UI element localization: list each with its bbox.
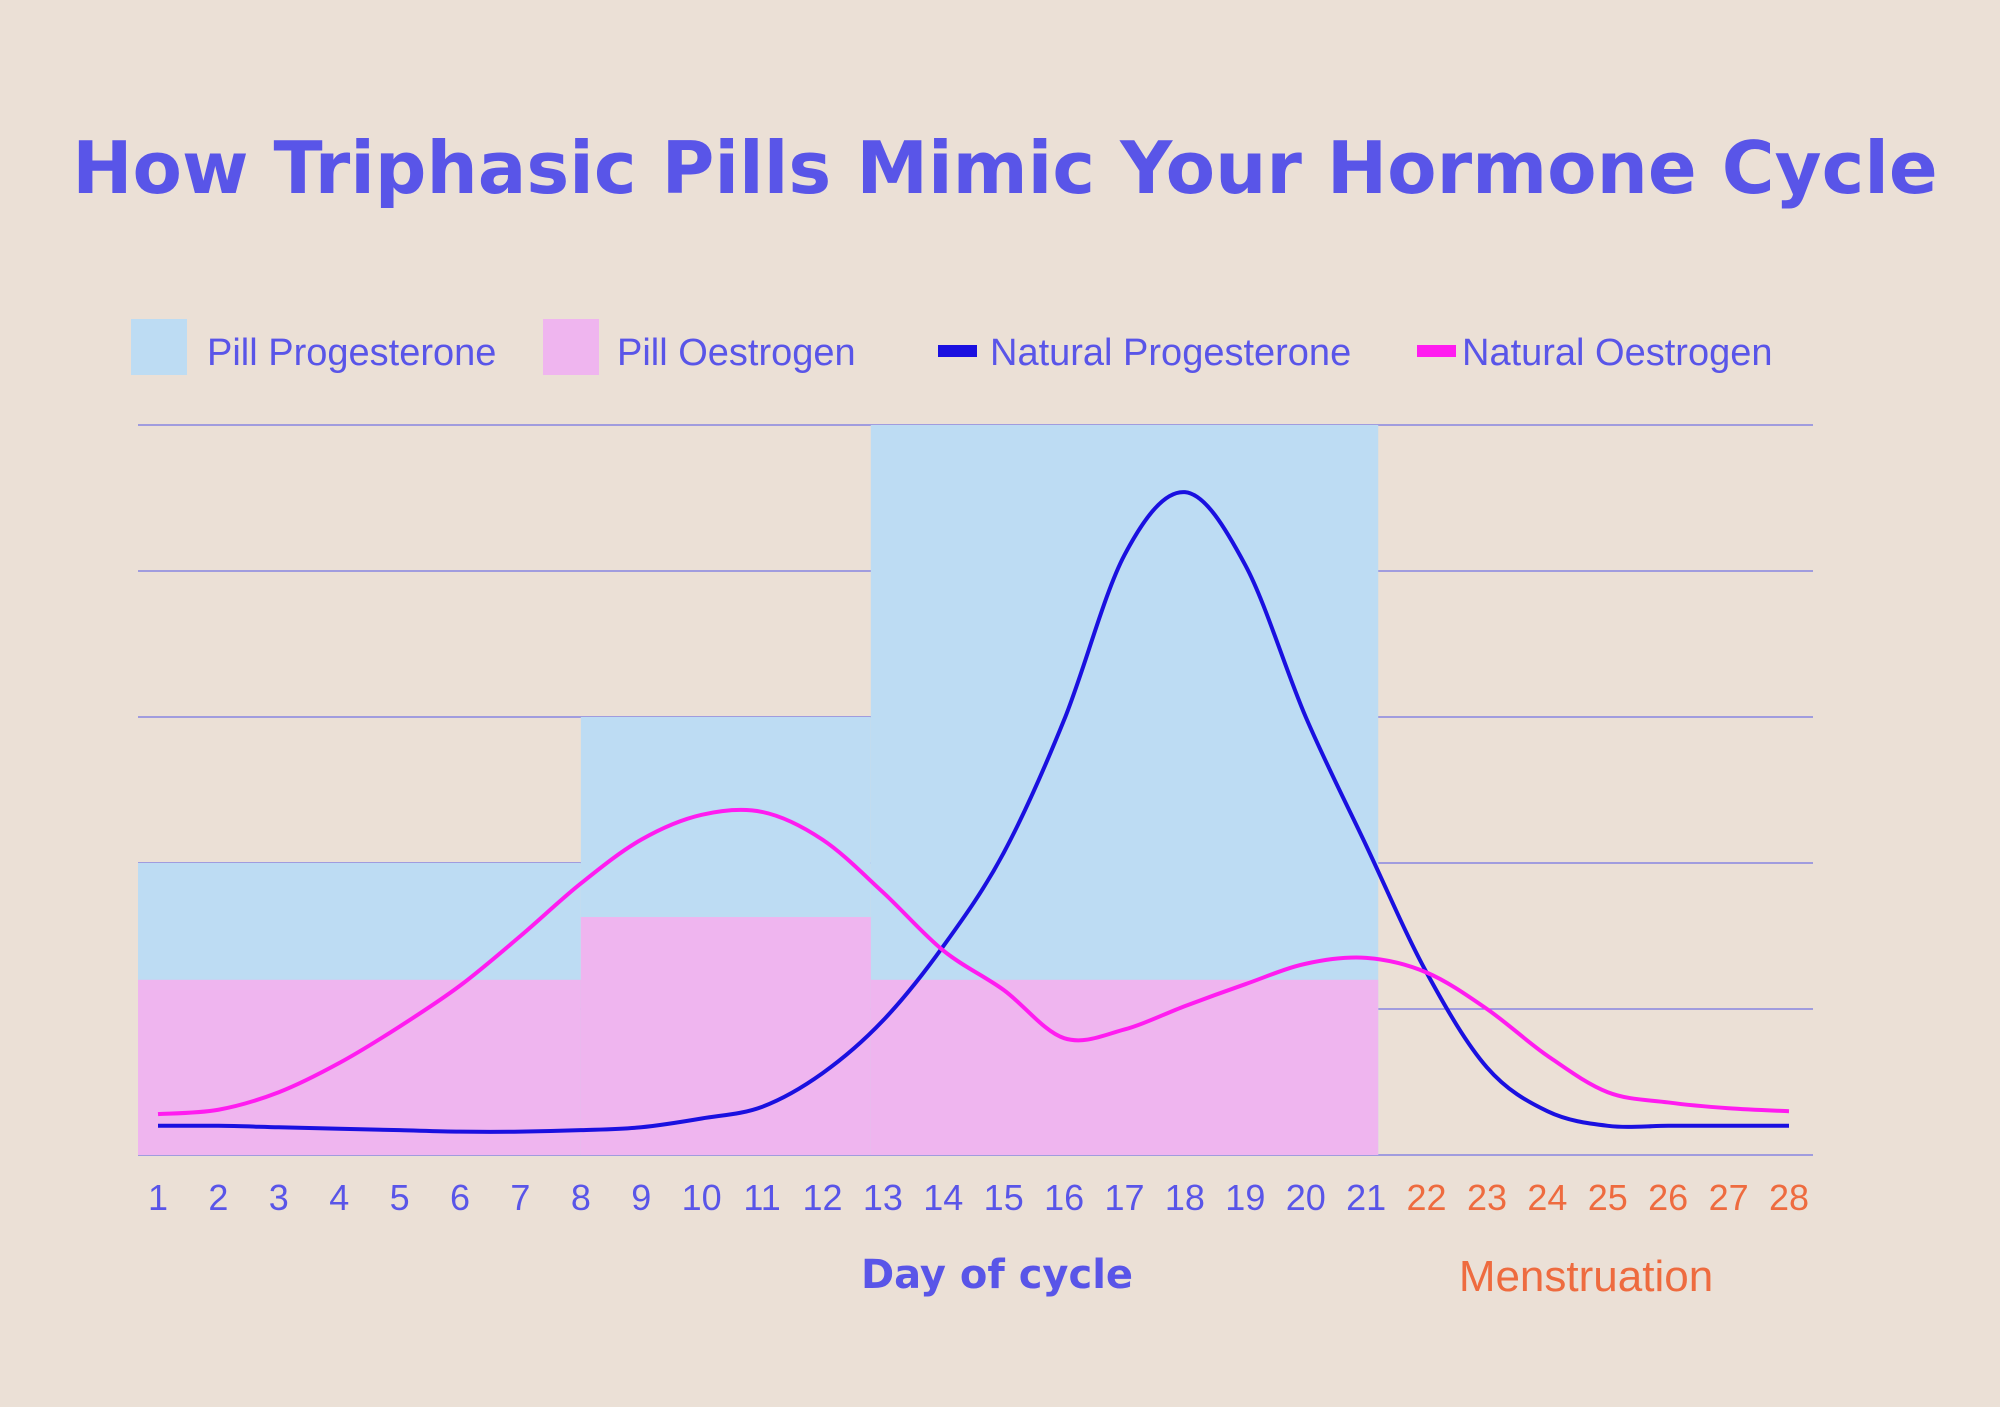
legend: Pill Progesterone Pill Oestrogen Natural P… xyxy=(131,319,1773,375)
pill-blocks xyxy=(138,425,1379,1155)
natural-progesterone-line xyxy=(157,490,1789,1134)
x-tick-label: 19 xyxy=(1225,1177,1265,1218)
x-tick-label: 16 xyxy=(1044,1177,1084,1218)
x-tick-label: 5 xyxy=(390,1177,410,1218)
legend-item-natural-oestrogen: Natural Oestrogen xyxy=(1417,332,1773,374)
x-tick-label: 4 xyxy=(329,1177,349,1218)
legend-label: Pill Progesterone xyxy=(207,332,496,374)
x-axis-label: Day of cycle xyxy=(861,1252,1133,1298)
x-tick-label: 2 xyxy=(208,1177,228,1218)
legend-label: Pill Oestrogen xyxy=(617,332,856,374)
chart-title: How Triphasic Pills Mimic Your Hormone C… xyxy=(72,126,1938,210)
x-tick-label: 27 xyxy=(1709,1177,1749,1218)
legend-label: Natural Progesterone xyxy=(990,332,1351,374)
x-tick-label: 24 xyxy=(1527,1177,1567,1218)
x-tick-label: 23 xyxy=(1467,1177,1507,1218)
x-tick-label: 13 xyxy=(863,1177,903,1218)
x-tick-label: 7 xyxy=(510,1177,530,1218)
x-tick-label: 10 xyxy=(682,1177,722,1218)
legend-item-pill-oestrogen: Pill Oestrogen xyxy=(543,319,856,375)
natural-oestrogen-line xyxy=(157,807,1790,1117)
legend-item-pill-progesterone: Pill Progesterone xyxy=(131,319,496,375)
x-tick-label: 26 xyxy=(1648,1177,1688,1218)
x-tick-label: 15 xyxy=(984,1177,1024,1218)
x-tick-label: 20 xyxy=(1286,1177,1326,1218)
legend-label: Natural Oestrogen xyxy=(1462,332,1773,374)
legend-swatch xyxy=(938,345,977,357)
legend-swatch xyxy=(131,319,187,375)
x-tick-label: 25 xyxy=(1588,1177,1628,1218)
x-tick-label: 22 xyxy=(1407,1177,1447,1218)
pill-oestrogen-block xyxy=(870,979,1379,1155)
x-tick-label: 11 xyxy=(743,1177,780,1218)
x-tick-label: 1 xyxy=(148,1177,168,1218)
x-tick-labels: 1 2 3 4 5 6 7 8 9 10 11 12 13 14 15 16 17 18 19 20 21 22 23 24 2… xyxy=(148,1177,1809,1218)
x-tick-label: 8 xyxy=(571,1177,591,1218)
x-tick-label: 3 xyxy=(269,1177,289,1218)
x-tick-label: 28 xyxy=(1769,1177,1809,1218)
x-tick-label: 6 xyxy=(450,1177,470,1218)
legend-swatch xyxy=(543,319,599,375)
x-tick-label: 18 xyxy=(1165,1177,1205,1218)
pill-oestrogen-block xyxy=(580,917,871,1155)
legend-item-natural-progesterone: Natural Progesterone xyxy=(938,332,1351,374)
x-tick-label: 9 xyxy=(631,1177,651,1218)
menstruation-label: Menstruation xyxy=(1459,1252,1713,1301)
plot-area: 1 2 3 4 5 6 7 8 9 10 11 12 13 14 15 16 17 18 19 20 21 22 23 24 2… xyxy=(138,424,1813,1218)
x-tick-label: 21 xyxy=(1346,1177,1386,1218)
x-tick-label: 17 xyxy=(1104,1177,1144,1218)
series-lines xyxy=(157,490,1790,1134)
legend-swatch xyxy=(1417,345,1456,357)
x-tick-label: 12 xyxy=(802,1177,842,1218)
x-tick-label: 14 xyxy=(923,1177,963,1218)
